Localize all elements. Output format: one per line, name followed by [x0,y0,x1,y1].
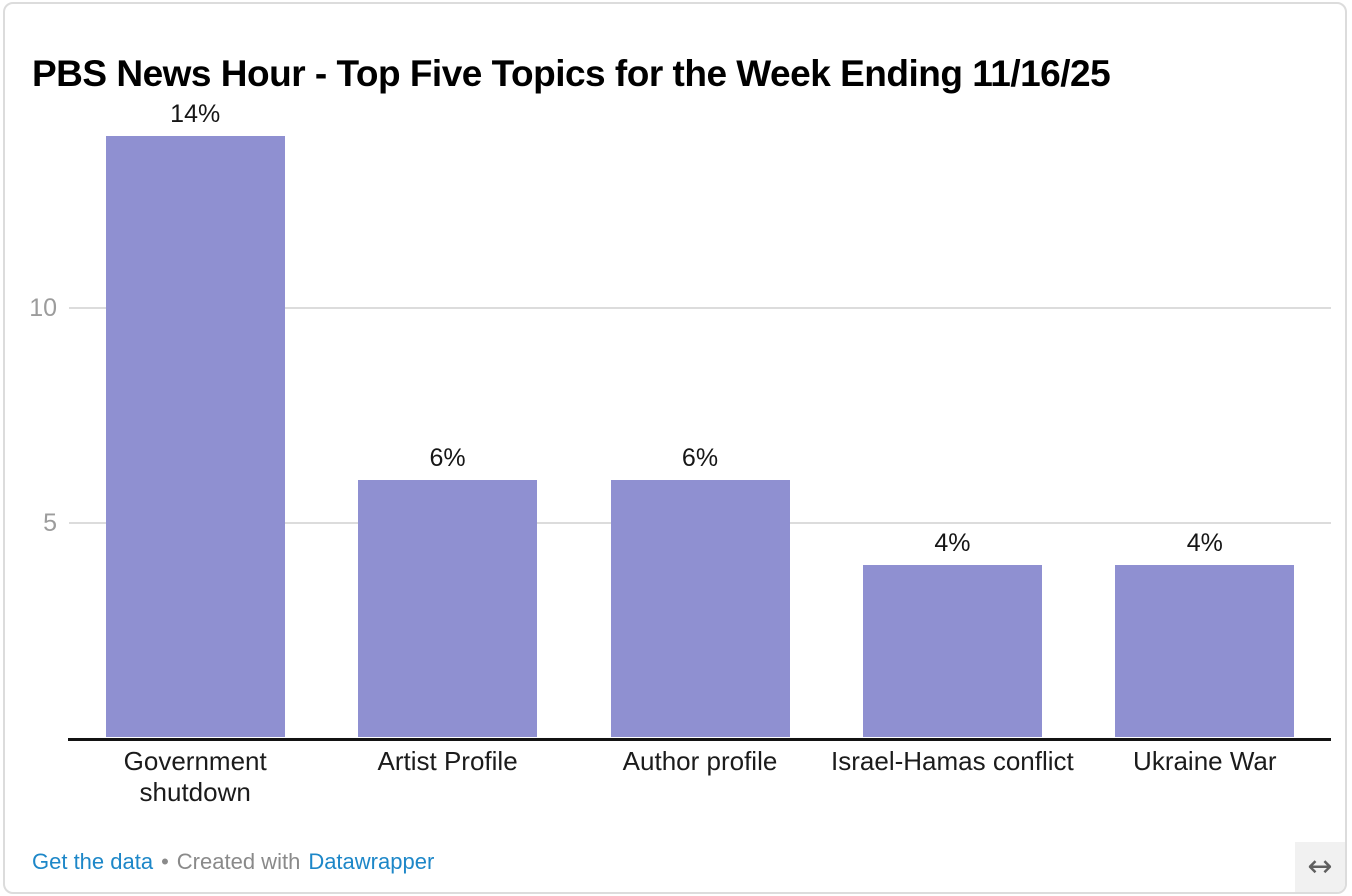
y-axis-tick-label: 10 [29,294,57,322]
x-axis-line [68,738,1331,741]
chart-footer: Get the data • Created with Datawrapper [32,849,434,875]
y-axis-tick-label: 5 [43,508,57,537]
x-axis-label: Government shutdown [123,746,267,807]
footer-created-with-text: Created with [176,849,301,874]
chart-card: PBS News Hour - Top Five Topics for the … [3,2,1347,894]
datawrapper-link[interactable]: Datawrapper [308,849,435,874]
bar-1[interactable] [106,136,285,737]
bar-value-label: 6% [429,444,466,472]
x-axis-label: Artist Profile [377,746,518,776]
footer-separator: • [161,849,169,874]
bar-chart-plot-area: 5 10 14% Government shutdown 6% Artist Profil… [5,4,1345,892]
gridline-y-10 [69,307,1331,309]
bar-value-label: 4% [934,529,971,557]
bar-value-label: 4% [1186,529,1223,557]
get-the-data-link[interactable]: Get the data [32,849,154,874]
x-axis-label: Author profile [622,746,778,776]
bar-3[interactable] [611,480,790,737]
bar-2[interactable] [358,480,537,737]
bar-4[interactable] [863,565,1042,737]
chart-title: PBS News Hour - Top Five Topics for the … [32,52,1111,94]
bar-value-label: 14% [170,100,221,128]
bar-value-label: 6% [681,444,719,472]
x-axis-label: Israel-Hamas conflict [831,746,1074,776]
x-axis-label: Ukraine War [1133,746,1277,776]
resize-button[interactable]: ↔ [1295,842,1345,892]
left-right-arrow-icon: ↔ [1307,849,1333,884]
bar-5[interactable] [1115,565,1294,737]
